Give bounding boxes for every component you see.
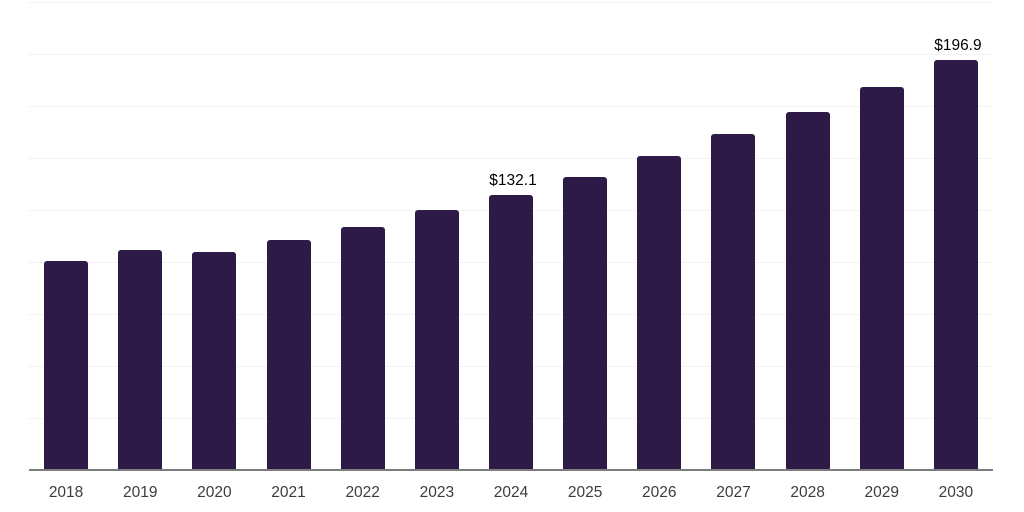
- bar-2019: [118, 249, 163, 470]
- bar-2026: [637, 156, 682, 470]
- x-tick-label-2019: 2019: [122, 484, 158, 501]
- bar-2021: [266, 240, 311, 470]
- bar-2028: [785, 112, 830, 470]
- gridline-200: [29, 54, 993, 55]
- x-tick-label-2020: 2020: [197, 484, 232, 501]
- gridline-175: [29, 106, 993, 107]
- x-tick-label-2024: 2024: [493, 484, 529, 501]
- x-tick-label-2027: 2027: [716, 484, 751, 501]
- bar-2024: [489, 195, 533, 470]
- gridline-225: [29, 2, 993, 3]
- bar-2027: [711, 134, 756, 470]
- data-label-2030: $196.9: [934, 37, 982, 55]
- bar-2018: [44, 260, 89, 470]
- bar-2022: [340, 226, 385, 470]
- bar-2030: [933, 60, 978, 470]
- x-tick-label-2028: 2028: [790, 484, 825, 501]
- x-tick-label-2018: 2018: [48, 484, 84, 501]
- x-tick-label-2021: 2021: [271, 484, 306, 501]
- x-tick-label-2030: 2030: [938, 484, 974, 501]
- x-tick-label-2025: 2025: [567, 484, 603, 501]
- x-tick-label-2029: 2029: [864, 484, 899, 501]
- x-tick-label-2023: 2023: [419, 484, 455, 501]
- gridline-150: [29, 158, 993, 159]
- x-axis-line: [29, 469, 993, 471]
- x-tick-label-2026: 2026: [642, 484, 677, 501]
- bar-2029: [859, 87, 904, 470]
- bar-2025: [563, 176, 608, 470]
- bar-2020: [192, 252, 237, 470]
- bar-2023: [414, 210, 459, 470]
- x-tick-label-2022: 2022: [345, 484, 380, 501]
- data-label-2024: $132.1: [489, 172, 537, 190]
